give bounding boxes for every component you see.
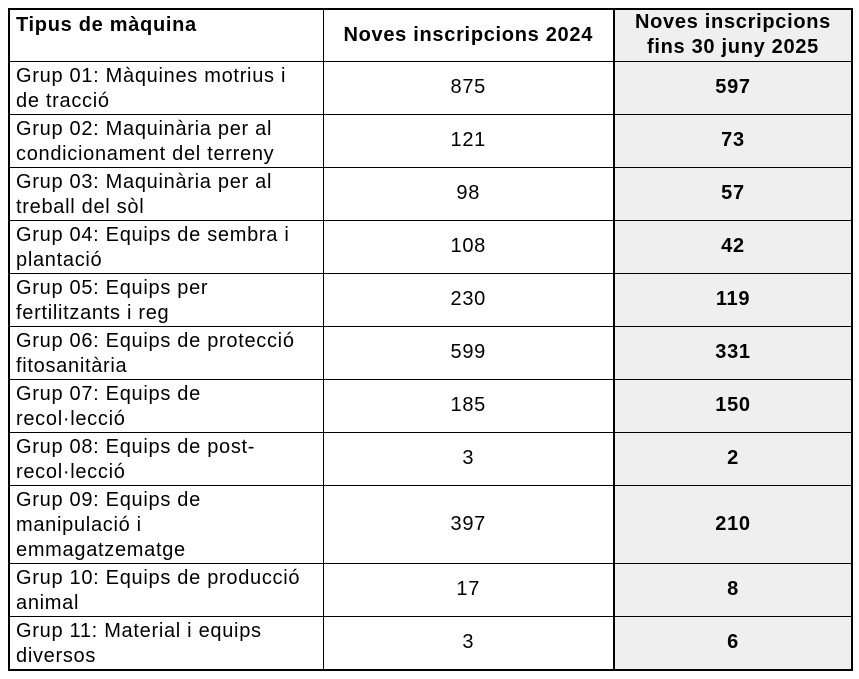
- column-header-2024: Noves inscripcions 2024: [322, 8, 615, 62]
- table-header: Tipus de màquina Noves inscripcions 2024…: [8, 8, 853, 62]
- inscriptions-2025-cell: 42: [613, 219, 853, 274]
- inscriptions-2024-cell: 17: [322, 562, 615, 617]
- machine-type-cell: Grup 02: Maquinària per al condicionamen…: [8, 113, 324, 168]
- inscriptions-2024-cell: 108: [322, 219, 615, 274]
- inscriptions-2025-cell: 210: [613, 484, 853, 564]
- machine-registrations-table: Tipus de màquina Noves inscripcions 2024…: [8, 8, 853, 671]
- table-row: Grup 03: Maquinària per al treball del s…: [8, 166, 853, 221]
- machine-type-cell: Grup 11: Material i equips diversos: [8, 615, 324, 670]
- inscriptions-2025-cell: 8: [613, 562, 853, 617]
- inscriptions-2024-cell: 3: [322, 431, 615, 486]
- inscriptions-2025-cell: 331: [613, 325, 853, 380]
- machine-type-cell: Grup 07: Equips de recol·lecció: [8, 378, 324, 433]
- table-body: Grup 01: Màquines motrius i de tracció 8…: [8, 60, 853, 670]
- inscriptions-2024-cell: 875: [322, 60, 615, 115]
- column-header-machine-type: Tipus de màquina: [8, 8, 324, 62]
- table-row: Grup 08: Equips de post-recol·lecció 3 2: [8, 431, 853, 486]
- table-row: Grup 01: Màquines motrius i de tracció 8…: [8, 60, 853, 115]
- inscriptions-2025-cell: 6: [613, 615, 853, 670]
- header-row: Tipus de màquina Noves inscripcions 2024…: [8, 8, 853, 62]
- table-row: Grup 06: Equips de protecció fitosanitàr…: [8, 325, 853, 380]
- machine-type-cell: Grup 06: Equips de protecció fitosanitàr…: [8, 325, 324, 380]
- machine-type-cell: Grup 01: Màquines motrius i de tracció: [8, 60, 324, 115]
- inscriptions-2024-cell: 397: [322, 484, 615, 564]
- table-row: Grup 05: Equips per fertilitzants i reg …: [8, 272, 853, 327]
- inscriptions-2024-cell: 98: [322, 166, 615, 221]
- machine-type-cell: Grup 04: Equips de sembra i plantació: [8, 219, 324, 274]
- table-row: Grup 10: Equips de producció animal 17 8: [8, 562, 853, 617]
- inscriptions-2025-cell: 150: [613, 378, 853, 433]
- inscriptions-2025-cell: 597: [613, 60, 853, 115]
- inscriptions-2024-cell: 599: [322, 325, 615, 380]
- inscriptions-2025-cell: 73: [613, 113, 853, 168]
- inscriptions-2025-cell: 119: [613, 272, 853, 327]
- inscriptions-2024-cell: 3: [322, 615, 615, 670]
- table-row: Grup 07: Equips de recol·lecció 185 150: [8, 378, 853, 433]
- table-row: Grup 02: Maquinària per al condicionamen…: [8, 113, 853, 168]
- inscriptions-2024-cell: 230: [322, 272, 615, 327]
- table-row: Grup 09: Equips de manipulació i emmagat…: [8, 484, 853, 564]
- inscriptions-2025-cell: 57: [613, 166, 853, 221]
- inscriptions-2025-cell: 2: [613, 431, 853, 486]
- machine-type-cell: Grup 03: Maquinària per al treball del s…: [8, 166, 324, 221]
- machine-type-cell: Grup 08: Equips de post-recol·lecció: [8, 431, 324, 486]
- machine-type-cell: Grup 10: Equips de producció animal: [8, 562, 324, 617]
- inscriptions-2024-cell: 121: [322, 113, 615, 168]
- table-row: Grup 04: Equips de sembra i plantació 10…: [8, 219, 853, 274]
- machine-type-cell: Grup 05: Equips per fertilitzants i reg: [8, 272, 324, 327]
- table-row: Grup 11: Material i equips diversos 3 6: [8, 615, 853, 670]
- inscriptions-2024-cell: 185: [322, 378, 615, 433]
- column-header-2025: Noves inscripcions fins 30 juny 2025: [613, 8, 853, 62]
- machine-type-cell: Grup 09: Equips de manipulació i emmagat…: [8, 484, 324, 564]
